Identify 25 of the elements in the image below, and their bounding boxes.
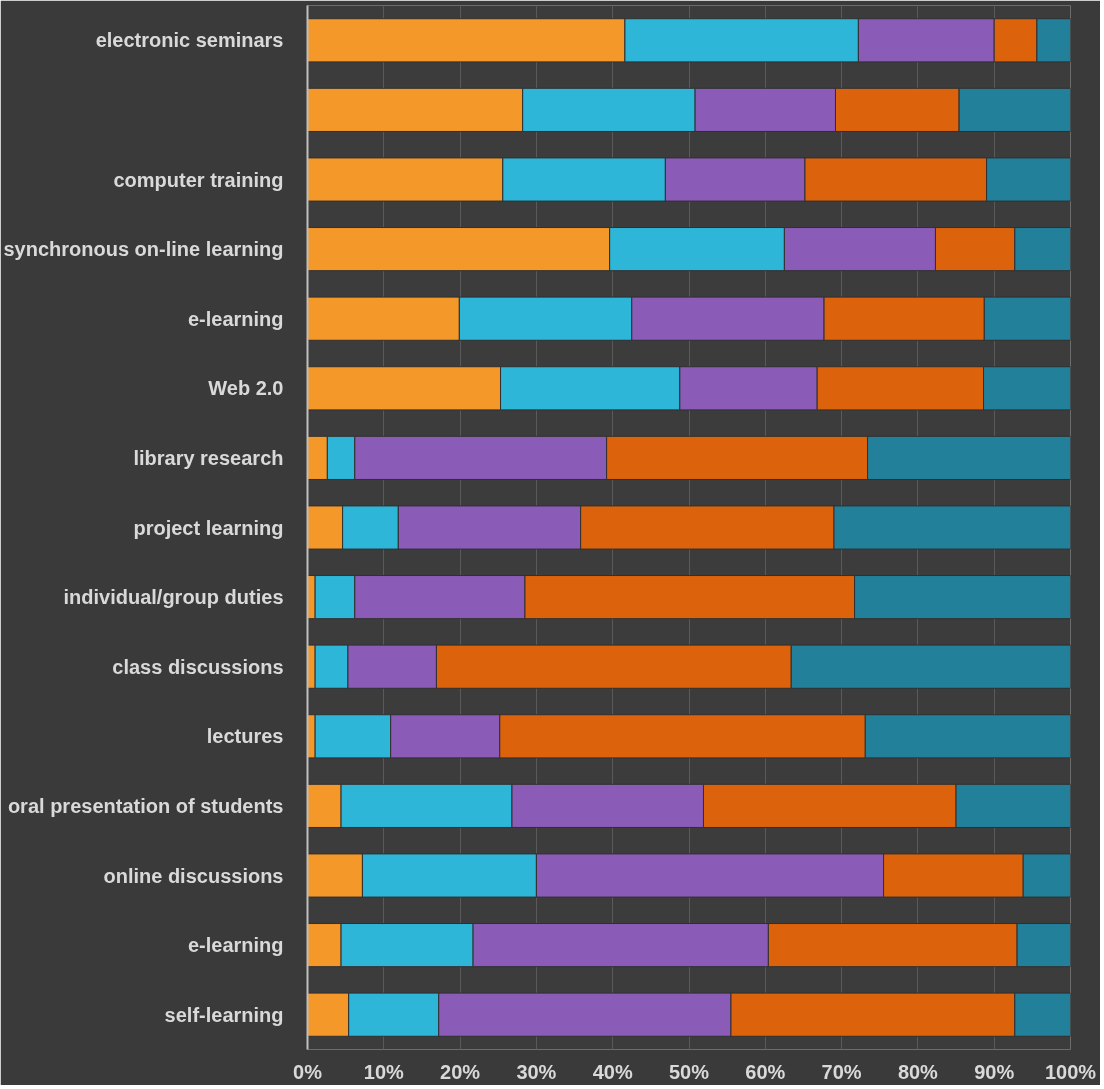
x-tick-label: 30% [516,1060,557,1083]
y-tick-label: library research [133,446,284,469]
y-tick-label: project learning [133,516,284,539]
y-tick-label: class discussions [112,655,284,678]
y-tick-label: electronic seminars [95,29,284,52]
x-tick-label: 0% [293,1060,323,1083]
y-tick-label: self-learning [164,1003,284,1026]
x-tick-label: 20% [440,1060,481,1083]
x-tick-label: 90% [974,1060,1015,1083]
y-tick-label: synchronous on-line learning [3,238,284,261]
y-tick-label: computer training [113,168,284,191]
x-tick-label: 10% [363,1060,405,1083]
x-tick-label: 50% [668,1060,710,1083]
x-tick-label: 70% [821,1060,862,1083]
y-tick-label: Web 2.0 [208,377,284,400]
x-tick-label: 80% [897,1060,939,1083]
x-tick-label: 40% [592,1060,633,1083]
x-tick-label: 100% [1044,1060,1097,1083]
y-tick-label: e-learning [187,934,284,957]
y-tick-label: e-learning [187,307,284,330]
y-tick-label: oral presentation of students [7,794,284,817]
y-tick-label: online discussions [103,864,284,887]
x-tick-label: 60% [745,1060,786,1083]
y-tick-label: lectures [206,725,284,748]
y-tick-label: individual/group duties [63,586,284,609]
